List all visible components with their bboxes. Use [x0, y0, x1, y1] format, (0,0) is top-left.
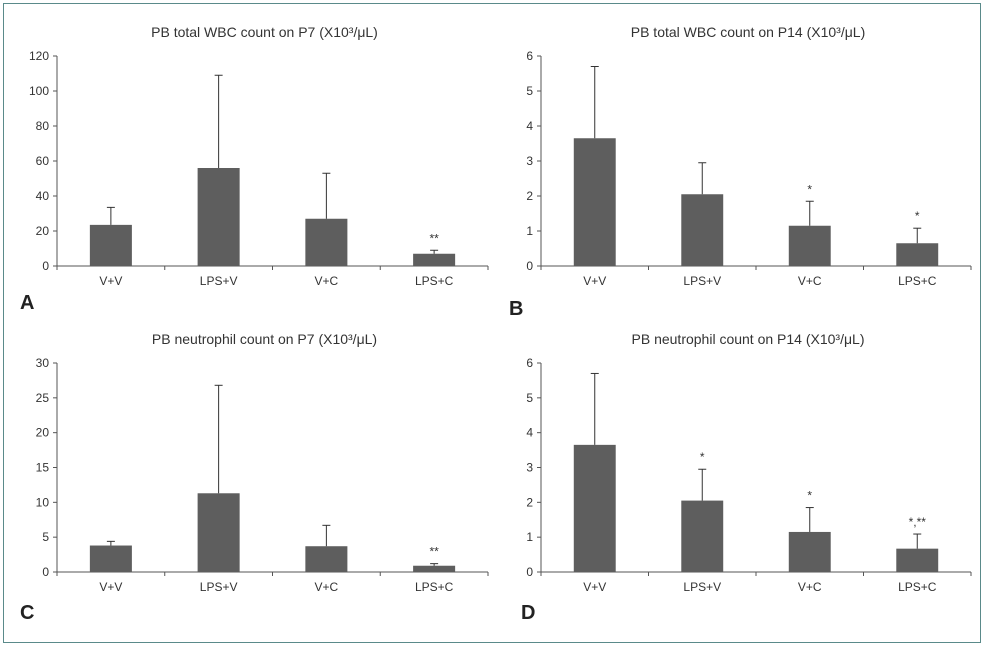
- y-tick-label: 100: [29, 84, 49, 98]
- y-tick-label: 20: [36, 224, 50, 238]
- significance-label: *: [915, 209, 920, 223]
- x-tick-label: LPS+C: [415, 274, 454, 288]
- y-tick-label: 60: [36, 154, 50, 168]
- x-tick-label: V+V: [583, 274, 606, 288]
- x-tick-label: V+V: [99, 580, 122, 594]
- y-tick-label: 6: [526, 49, 533, 63]
- x-tick-label: LPS+C: [898, 580, 937, 594]
- x-tick-label: V+C: [315, 274, 339, 288]
- bar: [896, 243, 939, 266]
- bar: [305, 218, 348, 266]
- panel-label-b: B: [509, 298, 524, 320]
- significance-label: *: [807, 182, 812, 196]
- y-tick-label: 80: [36, 119, 50, 133]
- y-tick-label: 4: [526, 119, 533, 133]
- bar: [573, 138, 616, 266]
- significance-label: **: [429, 231, 439, 245]
- x-tick-label: LPS+V: [683, 580, 721, 594]
- y-tick-label: 1: [526, 530, 533, 544]
- bar: [788, 531, 831, 572]
- significance-label: **: [429, 545, 439, 559]
- y-tick-label: 5: [42, 530, 49, 544]
- bar: [413, 565, 456, 572]
- bar: [197, 168, 240, 266]
- y-tick-label: 40: [36, 189, 50, 203]
- y-tick-label: 15: [36, 461, 50, 475]
- panel-label-a: A: [20, 292, 35, 314]
- y-tick-label: 3: [526, 461, 533, 475]
- bar: [788, 225, 831, 266]
- y-tick-label: 2: [526, 495, 533, 509]
- y-tick-label: 1: [526, 224, 533, 238]
- bar: [896, 548, 939, 572]
- x-tick-label: LPS+C: [415, 580, 454, 594]
- chart-title: PB total WBC count on P14 (X10³/μL): [631, 24, 866, 40]
- y-tick-label: 5: [526, 84, 533, 98]
- chart-panel-b: PB total WBC count on P14 (X10³/μL) 0 1 2 3 4…: [526, 24, 972, 288]
- panel-label-c: C: [20, 602, 35, 624]
- significance-label: *: [700, 450, 705, 464]
- y-tick-label: 6: [526, 356, 533, 370]
- chart-title: PB neutrophil count on P14 (X10³/μL): [632, 331, 865, 347]
- y-tick-label: 5: [526, 391, 533, 405]
- bar: [89, 545, 132, 572]
- x-tick-label: V+C: [315, 580, 339, 594]
- bar: [89, 224, 132, 266]
- y-tick-label: 30: [36, 356, 50, 370]
- x-tick-label: LPS+V: [683, 274, 721, 288]
- significance-label: *: [807, 489, 812, 503]
- chart-title: PB total WBC count on P7 (X10³/μL): [151, 24, 378, 40]
- x-tick-label: LPS+V: [200, 580, 238, 594]
- y-tick-label: 4: [526, 426, 533, 440]
- x-tick-label: V+V: [99, 274, 122, 288]
- figure-frame: [3, 3, 981, 643]
- y-tick-label: 0: [42, 565, 49, 579]
- y-tick-label: 0: [526, 565, 533, 579]
- chart-title: PB neutrophil count on P7 (X10³/μL): [152, 331, 377, 347]
- y-tick-label: 10: [36, 495, 50, 509]
- x-tick-label: V+C: [798, 274, 822, 288]
- x-tick-label: LPS+C: [898, 274, 937, 288]
- y-tick-label: 2: [526, 189, 533, 203]
- chart-panel-c: PB neutrophil count on P7 (X10³/μL) 0 5 10 1…: [36, 331, 489, 594]
- y-tick-label: 120: [29, 49, 49, 63]
- panel-label-d: D: [521, 602, 536, 624]
- y-tick-label: 25: [36, 391, 50, 405]
- bar: [413, 253, 456, 266]
- bar: [681, 500, 724, 572]
- bar: [197, 493, 240, 572]
- x-tick-label: V+V: [583, 580, 606, 594]
- bar: [305, 546, 348, 572]
- y-tick-label: 20: [36, 426, 50, 440]
- y-tick-label: 3: [526, 154, 533, 168]
- x-tick-label: V+C: [798, 580, 822, 594]
- bar: [573, 444, 616, 572]
- chart-panel-a: PB total WBC count on P7 (X10³/μL) 0 20 40 6…: [29, 24, 489, 288]
- significance-label: *,**: [909, 515, 927, 529]
- bar: [681, 194, 724, 266]
- y-tick-label: 0: [526, 259, 533, 273]
- x-tick-label: LPS+V: [200, 274, 238, 288]
- y-tick-label: 0: [42, 259, 49, 273]
- chart-panel-d: PB neutrophil count on P14 (X10³/μL) 0 1 2 3…: [526, 331, 972, 594]
